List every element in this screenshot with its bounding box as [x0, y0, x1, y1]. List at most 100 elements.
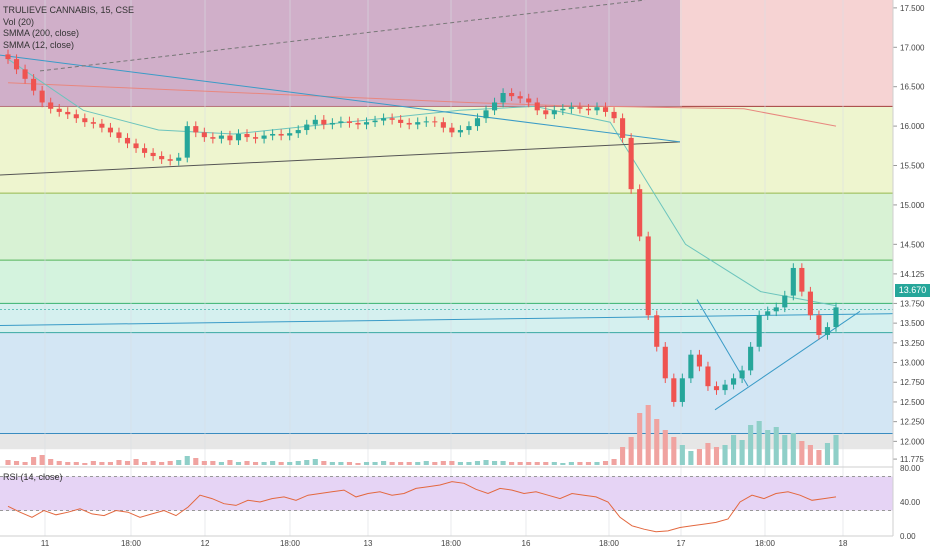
volume-bar — [389, 462, 395, 465]
candle-body — [201, 132, 207, 138]
axes: 17.500 17.000 16.500 16.000 15.500 15.000 14.5… — [0, 0, 925, 548]
candle-body — [116, 132, 122, 138]
candle-body — [662, 346, 668, 379]
candle-body — [210, 137, 216, 139]
rsi-tick-label: 40.00 — [900, 498, 921, 507]
candle-body — [816, 315, 822, 335]
candle-body — [167, 159, 173, 161]
volume-bar — [773, 427, 779, 465]
volume-bar — [645, 405, 651, 465]
candle-body — [329, 122, 335, 125]
candle-body — [568, 107, 574, 109]
candle-body — [346, 121, 353, 123]
y-tick-label: 12.000 — [900, 437, 925, 446]
volume-bar — [765, 430, 771, 465]
volume-bar — [227, 460, 233, 465]
candle-body — [321, 119, 327, 125]
volume-bar — [577, 462, 583, 465]
rsi-tick-label: 80.00 — [900, 464, 921, 473]
candle-body — [440, 122, 446, 128]
candle-body — [688, 354, 694, 379]
y-tick-label: 16.000 — [900, 122, 925, 131]
rsi-pane — [0, 466, 893, 533]
y-tick-label: 17.000 — [900, 43, 925, 52]
volume-bar — [517, 462, 523, 465]
volume-bar — [560, 463, 566, 465]
x-tick-label: 18:00 — [280, 539, 301, 548]
volume-bar — [551, 462, 557, 465]
candle-body — [611, 111, 617, 119]
trendline-down — [0, 54, 681, 143]
volume-bar — [611, 459, 617, 465]
y-tick-label: 12.500 — [900, 398, 925, 407]
volume-bar — [500, 461, 506, 465]
candle-body — [500, 93, 506, 103]
candle-body — [799, 267, 805, 292]
volume-bar — [252, 462, 259, 465]
candle-body — [304, 124, 310, 131]
volume-bars — [5, 405, 839, 465]
candle-body — [474, 118, 481, 127]
candle-body — [739, 370, 745, 379]
volume-bar — [731, 435, 737, 465]
volume-bar — [201, 461, 207, 465]
volume-bar — [816, 450, 822, 465]
volume-bar — [474, 461, 481, 465]
volume-bar — [807, 445, 813, 465]
volume-bar — [5, 460, 11, 465]
volume-bar — [90, 461, 96, 465]
volume-bar — [748, 425, 754, 465]
candle-body — [654, 315, 660, 347]
y-tick-label: 17.500 — [900, 4, 925, 13]
candle-body — [722, 384, 728, 391]
fib-zone — [0, 433, 893, 450]
volume-bar — [39, 455, 45, 465]
x-tick-label: 18 — [839, 539, 848, 548]
fib-zone — [0, 303, 893, 333]
candle-body — [235, 133, 242, 141]
trendline-dashed — [39, 0, 646, 72]
smma12-line — [7, 58, 837, 307]
volume-bar — [688, 451, 694, 465]
volume-bar — [526, 462, 532, 465]
chart-legend: TRULIEVE CANNABIS, 15, CSE Vol (20) SMMA… — [3, 5, 134, 51]
volume-bar — [142, 462, 148, 465]
candle-body — [22, 69, 28, 79]
candle-body — [406, 122, 412, 125]
volume-bar — [193, 458, 199, 465]
candle-body — [261, 135, 267, 139]
volume-bar — [355, 463, 361, 465]
y-tick-label: 13.250 — [900, 339, 925, 348]
volume-bar — [304, 460, 310, 465]
candle-body — [585, 108, 592, 111]
volume-bar — [398, 462, 404, 465]
volume-bar — [116, 460, 122, 465]
volume-bar — [534, 462, 540, 465]
horizontal-trendline — [0, 313, 894, 326]
y-tick-label: 15.500 — [900, 162, 925, 171]
candle-body — [5, 54, 11, 60]
volume-bar — [696, 449, 702, 465]
volume-bar — [65, 462, 71, 465]
volume-bar — [713, 447, 720, 465]
candle-body — [363, 122, 370, 125]
volume-bar — [705, 443, 711, 465]
x-tick-label: 18:00 — [599, 539, 620, 548]
y-tick-label: 15.000 — [900, 201, 925, 210]
candle-body — [48, 102, 54, 109]
candle-body — [270, 133, 276, 136]
volume-bar — [159, 462, 165, 465]
candle-body — [637, 189, 643, 237]
rsi-line — [7, 481, 837, 533]
volume-bar — [662, 430, 668, 465]
candle-body — [782, 295, 788, 308]
candle-body — [82, 118, 88, 123]
candle-body — [31, 78, 37, 91]
candle-body — [99, 123, 105, 128]
fib-zone — [0, 106, 893, 194]
y-tick-label: 14.125 — [900, 270, 925, 279]
volume-bar — [739, 440, 745, 465]
candle-body — [773, 307, 779, 312]
